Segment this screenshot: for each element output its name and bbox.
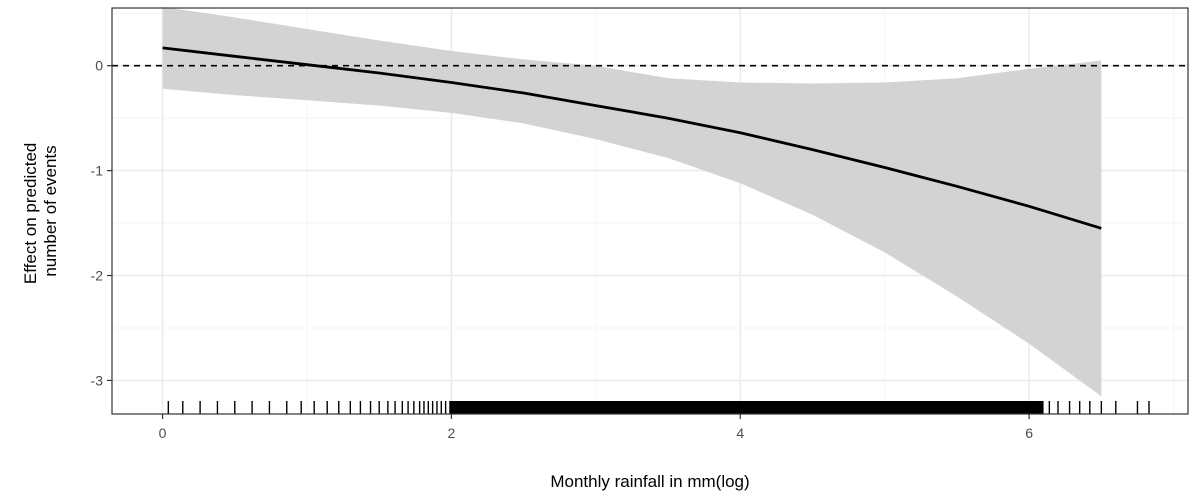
x-tick-label: 0	[159, 425, 167, 441]
y-tick-label: -3	[91, 372, 104, 388]
confidence-band	[162, 7, 1102, 397]
x-tick-label: 2	[448, 425, 456, 441]
y-axis: 0 -1 -2 -3	[91, 58, 112, 388]
panel-border	[111, 7, 1189, 415]
effect-line	[162, 46, 1102, 230]
y-tick-label: -1	[91, 163, 104, 179]
y-tick-label: 0	[95, 58, 103, 74]
x-axis: 0 2 4 6	[159, 414, 1033, 441]
x-tick-label: 4	[736, 425, 744, 441]
y-tick-label: -2	[91, 268, 104, 284]
y-axis-title-line-2: number of events	[41, 145, 60, 276]
y-axis-title-line-1: Effect on predicted	[21, 143, 40, 284]
x-tick-label: 6	[1025, 425, 1033, 441]
x-axis-title: Monthly rainfall in mm(log)	[550, 472, 749, 491]
y-axis-title: Effect on predicted number of events	[21, 138, 60, 284]
rug-marks	[167, 401, 1150, 414]
rug-dense-block	[449, 401, 1044, 414]
